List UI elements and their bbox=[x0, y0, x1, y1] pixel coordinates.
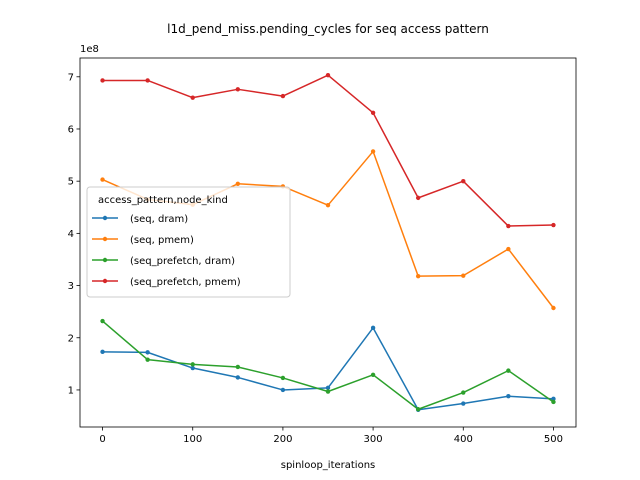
data-point bbox=[280, 387, 286, 393]
data-point bbox=[190, 362, 195, 367]
data-point bbox=[325, 202, 331, 208]
series-seq-dram bbox=[100, 325, 556, 412]
legend-item: (seq_prefetch, dram) bbox=[92, 256, 235, 267]
data-point bbox=[190, 95, 195, 100]
x-tick-label: 0 bbox=[99, 434, 105, 445]
series-seq-prefetch-pmem bbox=[100, 73, 556, 229]
data-point bbox=[506, 246, 511, 252]
data-point bbox=[551, 399, 556, 405]
y-tick-label: 3 bbox=[68, 281, 74, 292]
x-axis: 0 100 200 300 400 500 bbox=[99, 427, 563, 445]
data-point bbox=[461, 401, 466, 406]
legend-label: (seq, pmem) bbox=[130, 235, 194, 246]
data-point bbox=[551, 305, 556, 311]
data-point bbox=[280, 375, 286, 381]
legend-swatch-marker bbox=[102, 278, 108, 284]
data-point bbox=[235, 375, 241, 380]
data-point bbox=[415, 195, 421, 201]
legend-box bbox=[86, 186, 291, 298]
y-axis: 1 2 3 4 5 6 7 bbox=[68, 72, 80, 396]
data-point bbox=[235, 87, 241, 92]
legend-item: (seq, dram) bbox=[92, 214, 188, 225]
y-tick-label: 6 bbox=[68, 124, 74, 135]
series-line-seq-dram bbox=[102, 327, 554, 411]
data-point bbox=[325, 73, 331, 78]
data-point bbox=[506, 368, 511, 373]
y-tick-label: 7 bbox=[68, 72, 74, 83]
legend: access_pattern,node_kind (seq, dram) (seq… bbox=[86, 186, 291, 298]
data-point bbox=[370, 372, 376, 378]
data-point bbox=[325, 385, 331, 391]
data-point bbox=[100, 177, 105, 182]
data-point bbox=[551, 396, 556, 402]
plot-frame bbox=[79, 57, 577, 428]
legend-label: (seq, dram) bbox=[130, 214, 188, 225]
data-point bbox=[506, 223, 511, 229]
x-tick-label: 100 bbox=[183, 434, 202, 445]
chart-title: l1d_pend_miss.pending_cycles for seq acc… bbox=[167, 22, 489, 36]
y-tick-label: 5 bbox=[68, 177, 74, 188]
x-tick-label: 500 bbox=[544, 434, 563, 445]
x-tick-label: 400 bbox=[454, 434, 473, 445]
y-tick-label: 4 bbox=[68, 229, 74, 240]
series-line-seq-prefetch-dram bbox=[102, 320, 554, 411]
x-tick-label: 200 bbox=[273, 434, 292, 445]
legend-label: (seq_prefetch, pmem) bbox=[130, 277, 241, 288]
data-point bbox=[100, 349, 105, 355]
data-point bbox=[551, 222, 556, 228]
data-point bbox=[506, 394, 511, 399]
legend-item: (seq_prefetch, pmem) bbox=[92, 277, 241, 288]
data-point bbox=[280, 93, 286, 99]
legend-swatch-marker bbox=[102, 215, 108, 221]
y-tick-label: 1 bbox=[68, 385, 74, 396]
data-point bbox=[145, 357, 150, 362]
y-scale-label: 1e8 bbox=[80, 44, 99, 55]
series-seq-prefetch-dram bbox=[100, 318, 556, 412]
data-point bbox=[100, 318, 105, 324]
data-point bbox=[190, 365, 195, 371]
data-point bbox=[145, 350, 150, 355]
data-point bbox=[100, 78, 105, 83]
y-tick-label: 2 bbox=[68, 333, 74, 344]
data-point bbox=[415, 407, 421, 412]
data-point bbox=[235, 181, 241, 186]
data-point bbox=[461, 390, 466, 395]
data-point bbox=[461, 178, 466, 184]
data-point bbox=[415, 273, 421, 279]
data-point bbox=[370, 325, 376, 331]
legend-label: (seq_prefetch, dram) bbox=[130, 256, 235, 267]
legend-item: (seq, pmem) bbox=[92, 235, 194, 246]
legend-swatch-marker bbox=[102, 236, 108, 242]
legend-swatch-marker bbox=[102, 257, 108, 263]
data-point bbox=[145, 78, 150, 83]
data-point bbox=[370, 149, 376, 154]
x-axis-label: spinloop_iterations bbox=[281, 460, 376, 471]
legend-title: access_pattern,node_kind bbox=[98, 195, 228, 206]
data-point bbox=[235, 364, 241, 370]
data-point bbox=[325, 389, 331, 394]
x-tick-label: 300 bbox=[364, 434, 383, 445]
data-point bbox=[370, 110, 376, 116]
data-point bbox=[461, 273, 466, 278]
